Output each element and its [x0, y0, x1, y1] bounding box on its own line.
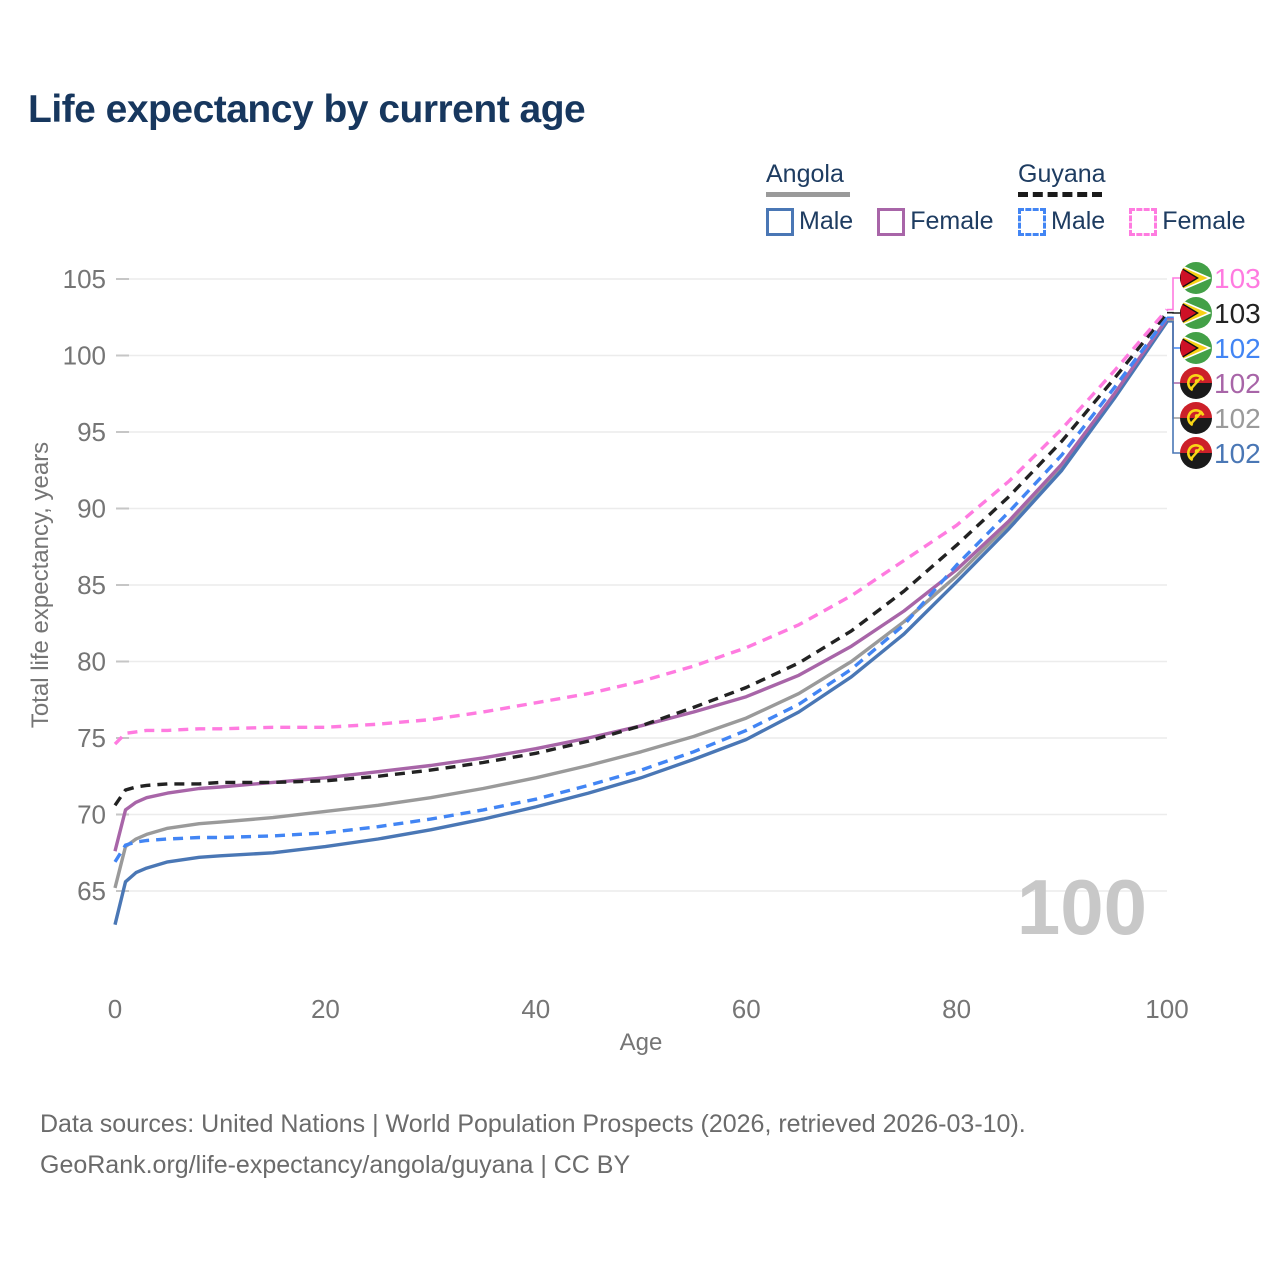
legend-item-angola-male[interactable]: Male: [766, 207, 853, 236]
legend-item-label: Male: [799, 207, 854, 235]
legend-item-label: Female: [910, 207, 994, 235]
legend-item-angola-female[interactable]: Female: [877, 207, 994, 236]
y-tick-label: 100: [63, 341, 106, 371]
y-tick-label: 65: [77, 876, 106, 906]
y-axis-title: Total life expectancy, years: [27, 442, 54, 728]
x-tick-label: 40: [521, 994, 550, 1024]
series-line-angola-male: [113, 320, 1169, 926]
legend-item-guyana-female[interactable]: Female: [1129, 207, 1246, 236]
source-url-text: GeoRank.org/life-expectancy/angola/guyan…: [40, 1151, 631, 1179]
guyana-flag-icon: [1180, 297, 1212, 329]
end-value-label-guyana-male: 102: [1214, 333, 1261, 364]
end-value-label-guyana-female: 103: [1214, 263, 1261, 294]
data-sources-text: Data sources: United Nations | World Pop…: [40, 1110, 1026, 1138]
legend-item-label: Female: [1162, 207, 1246, 235]
y-tick-label: 75: [77, 723, 106, 753]
legend-item-label: Male: [1051, 207, 1106, 235]
y-tick-label: 70: [77, 800, 106, 830]
angola-flag-icon: [1180, 367, 1212, 399]
angola-female-swatch-icon: [877, 207, 906, 236]
y-tick-label: 80: [77, 647, 106, 677]
series-line-guyana-female: [113, 308, 1169, 746]
age-counter-watermark: 100: [1016, 863, 1148, 951]
guyana-male-swatch-icon: [1018, 207, 1046, 236]
legend-country-angola: Angola: [766, 160, 844, 188]
series-line-guyana-male: [113, 316, 1169, 863]
series-line-guyana-both: [113, 311, 1169, 807]
y-tick-label: 90: [77, 494, 106, 524]
angola-flag-icon: [1180, 437, 1212, 469]
y-tick-label: 85: [77, 570, 106, 600]
legend-group-angola: Angola Male Female: [766, 160, 1018, 236]
x-axis-title: Age: [620, 1029, 663, 1056]
x-tick-label: 0: [108, 994, 122, 1024]
guyana-female-swatch-icon: [1129, 207, 1158, 236]
angola-male-swatch-icon: [766, 207, 794, 236]
series-line-angola-both: [113, 319, 1169, 889]
end-value-label-angola-both: 102: [1214, 403, 1261, 434]
guyana-dashed-line-swatch: [1018, 192, 1102, 197]
end-label-connector: [1167, 321, 1180, 454]
footer: Data sources: United Nations | World Pop…: [40, 1104, 1026, 1186]
end-label-connector: [1167, 277, 1180, 311]
legend-country-guyana: Guyana: [1018, 160, 1106, 188]
guyana-flag-icon: [1180, 332, 1212, 364]
end-value-label-angola-male: 102: [1214, 438, 1261, 469]
angola-solid-line-swatch: [766, 192, 850, 197]
end-value-label-guyana-both: 103: [1214, 298, 1261, 329]
series-line-angola-female: [113, 317, 1169, 852]
angola-flag-icon: [1180, 402, 1212, 434]
y-tick-label: 105: [63, 264, 106, 294]
legend-group-guyana: Guyana Male Female: [1018, 160, 1270, 236]
x-tick-label: 80: [942, 994, 971, 1024]
x-tick-label: 100: [1145, 994, 1188, 1024]
page-title: Life expectancy by current age: [28, 88, 586, 131]
y-tick-label: 95: [77, 417, 106, 447]
guyana-flag-icon: [1180, 262, 1212, 294]
x-tick-label: 20: [311, 994, 340, 1024]
x-tick-label: 60: [732, 994, 761, 1024]
legend-item-guyana-male[interactable]: Male: [1018, 207, 1105, 236]
end-value-label-angola-female: 102: [1214, 368, 1261, 399]
